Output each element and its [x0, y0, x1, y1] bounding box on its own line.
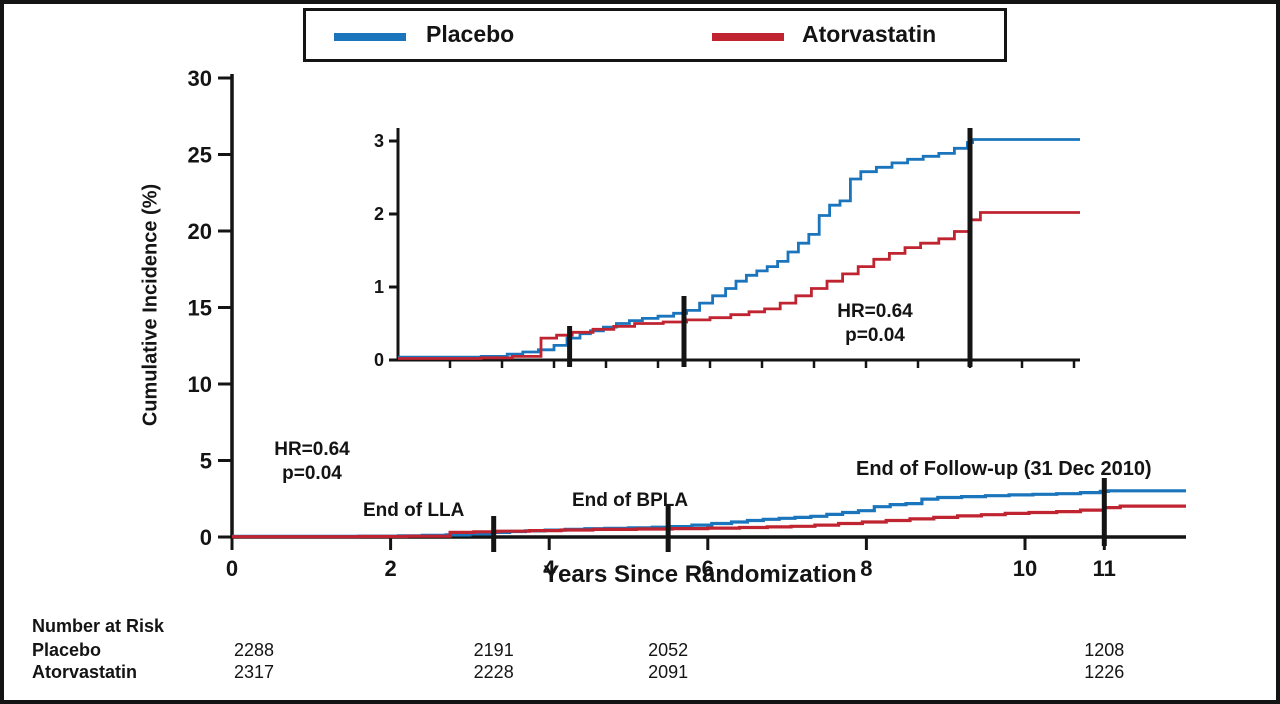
risk-row-label-placebo: Placebo [32, 640, 102, 660]
svg-text:15: 15 [188, 296, 212, 321]
y-axis-title: Cumulative Incidence (%) [139, 183, 162, 427]
svg-text:5: 5 [200, 449, 212, 474]
end-of-lla-label: End of LLA [363, 500, 465, 521]
end-of-bpla-label: End of BPLA [572, 490, 689, 511]
x-axis-title: Years Since Randomization [543, 561, 857, 588]
hr-annotation-main: HR=0.64 p=0.04 [264, 438, 360, 486]
svg-text:0: 0 [226, 556, 238, 581]
hr-annotation-inset: HR=0.64 p=0.04 [825, 300, 925, 348]
svg-text:25: 25 [188, 143, 212, 168]
atorvastatin-curve-main [232, 504, 1186, 539]
hr-annotation-inset-line2: p=0.04 [845, 325, 905, 346]
svg-text:20: 20 [188, 219, 212, 244]
svg-text:10: 10 [1013, 556, 1037, 581]
legend-label-atorvastatin: Atorvastatin [802, 21, 937, 47]
legend-label-placebo: Placebo [426, 21, 515, 47]
atorvastatin-line-swatch [712, 33, 784, 41]
legend-box: Placebo Atorvastatin [303, 8, 1007, 62]
atorvastatin-curve-inset [398, 211, 1080, 360]
svg-text:0: 0 [374, 350, 384, 370]
svg-text:10: 10 [188, 372, 212, 397]
svg-text:1: 1 [374, 277, 384, 297]
svg-text:0: 0 [200, 525, 212, 550]
risk-table-header: Number at Risk [32, 616, 165, 636]
hr-annotation-inset-line1: HR=0.64 [837, 301, 913, 322]
svg-text:4: 4 [543, 556, 556, 581]
svg-text:8: 8 [860, 556, 872, 581]
placebo-curve-inset [398, 138, 1080, 359]
svg-text:2: 2 [374, 204, 384, 224]
svg-text:2: 2 [384, 556, 396, 581]
svg-text:6: 6 [702, 556, 714, 581]
placebo-line-swatch [334, 33, 406, 41]
end-of-followup-label: End of Follow-up (31 Dec 2010) [856, 458, 1152, 480]
svg-text:11: 11 [1093, 556, 1116, 581]
svg-text:3: 3 [374, 131, 384, 151]
risk-row-label-atorvastatin: Atorvastatin [32, 662, 138, 682]
svg-text:30: 30 [188, 66, 212, 91]
hr-annotation-main-line2: p=0.04 [282, 463, 342, 484]
hr-annotation-main-line1: HR=0.64 [274, 439, 350, 460]
